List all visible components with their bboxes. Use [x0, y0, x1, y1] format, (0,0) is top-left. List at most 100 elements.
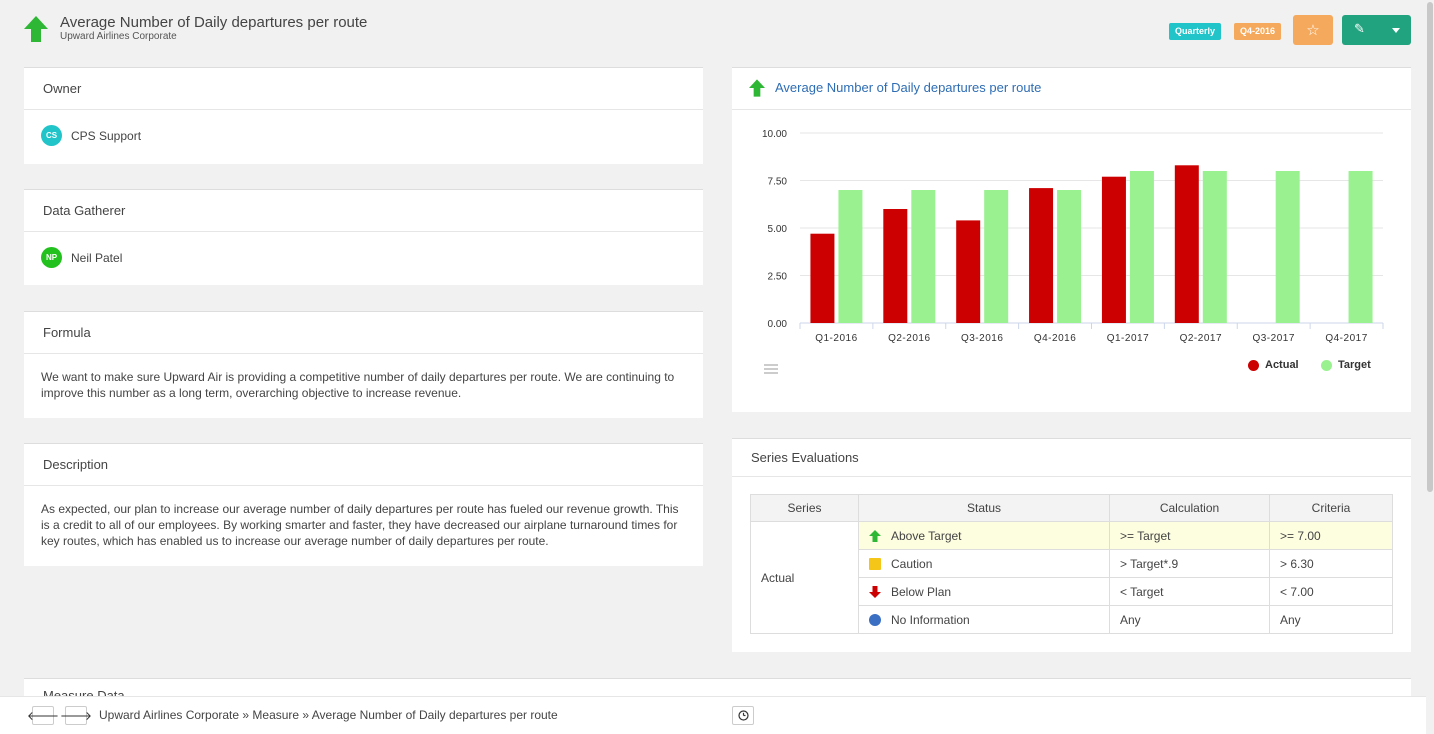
- criteria-cell: > 6.30: [1269, 549, 1393, 578]
- x-tick-label: Q1-2017: [1107, 333, 1149, 344]
- table-row: No Information Any Any: [751, 605, 1393, 634]
- y-tick-label: 10.00: [762, 129, 787, 140]
- favorite-button[interactable]: ☆: [1293, 15, 1333, 45]
- page-subtitle: Upward Airlines Corporate: [60, 31, 177, 42]
- owner-heading: Owner: [24, 68, 703, 110]
- calculation-cell: >= Target: [1109, 521, 1270, 550]
- col-series: Series: [750, 494, 859, 522]
- blue-circle-icon: [869, 614, 881, 627]
- criteria-cell: >= 7.00: [1269, 521, 1393, 550]
- measure-data-heading: Measure Data: [43, 688, 125, 697]
- avatar: CS: [41, 125, 62, 146]
- calculation-cell: Any: [1109, 605, 1270, 634]
- x-tick-label: Q2-2016: [888, 333, 930, 344]
- pencil-icon: ✎: [1354, 21, 1365, 36]
- gatherer-row[interactable]: NP Neil Patel: [41, 247, 122, 268]
- evaluations-table: Series Status Calculation Criteria Actua…: [750, 494, 1393, 634]
- legend-actual-dot: [1248, 359, 1259, 371]
- bar-actual: [956, 220, 981, 323]
- gatherer-heading: Data Gatherer: [24, 190, 703, 232]
- bar-actual: [1029, 188, 1054, 323]
- bar-actual: [810, 233, 835, 323]
- avatar: NP: [41, 247, 62, 268]
- formula-heading: Formula: [24, 312, 703, 354]
- green-up-arrow-icon: [869, 530, 881, 543]
- formula-panel: Formula We want to make sure Upward Air …: [24, 311, 703, 418]
- back-button[interactable]: 🡐: [27, 706, 59, 725]
- chart-menu-icon[interactable]: [764, 364, 778, 376]
- description-heading: Description: [24, 444, 703, 486]
- chart-panel: Average Number of Daily departures per r…: [732, 67, 1411, 412]
- y-tick-label: 2.50: [768, 272, 788, 283]
- chart-title[interactable]: Average Number of Daily departures per r…: [775, 80, 1042, 95]
- scrollbar[interactable]: [1426, 0, 1434, 734]
- table-row: Below Plan < Target < 7.00: [751, 577, 1393, 606]
- bar-actual: [1101, 176, 1126, 323]
- bar-target: [1202, 171, 1227, 323]
- criteria-cell: Any: [1269, 605, 1393, 634]
- x-tick-label: Q3-2017: [1252, 333, 1294, 344]
- formula-text: We want to make sure Upward Air is provi…: [41, 370, 675, 400]
- status-cell: No Information: [858, 605, 1110, 634]
- up-arrow-icon: [24, 16, 48, 42]
- y-tick-label: 0.00: [768, 319, 788, 330]
- bar-actual: [883, 209, 908, 323]
- forward-button[interactable]: 🡒: [60, 706, 92, 725]
- table-row: Caution > Target*.9 > 6.30: [751, 549, 1393, 578]
- description-panel: Description As expected, our plan to inc…: [24, 443, 703, 566]
- x-tick-label: Q3-2016: [961, 333, 1003, 344]
- col-status: Status: [858, 494, 1110, 522]
- yellow-square-icon: [869, 558, 881, 571]
- chevron-down-icon[interactable]: [1392, 28, 1400, 33]
- status-cell: Below Plan: [858, 577, 1110, 606]
- scrollbar-thumb[interactable]: [1427, 2, 1433, 492]
- calculation-cell: > Target*.9: [1109, 549, 1270, 578]
- bar-target: [838, 190, 863, 323]
- bar-target: [911, 190, 936, 323]
- col-criteria: Criteria: [1269, 494, 1393, 522]
- col-calculation: Calculation: [1109, 494, 1270, 522]
- owner-row[interactable]: CS CPS Support: [41, 125, 141, 146]
- x-tick-label: Q1-2016: [815, 333, 857, 344]
- bar-chart: 0.00 2.50 5.00 7.50 10.00 Q1-2016 Q2-2016 Q3-20…: [762, 129, 1384, 344]
- bar-target: [1129, 171, 1154, 323]
- description-text: As expected, our plan to increase our av…: [41, 502, 679, 548]
- x-tick-label: Q4-2016: [1034, 333, 1076, 344]
- bar-actual: [1174, 165, 1199, 323]
- evaluations-heading: Series Evaluations: [732, 439, 1411, 477]
- bar-target: [1057, 190, 1082, 323]
- header-bar: Average Number of Daily departures per r…: [0, 0, 1434, 58]
- legend-target-label: Target: [1338, 359, 1371, 371]
- series-name: Actual: [750, 521, 859, 634]
- legend-target[interactable]: Target: [1321, 359, 1371, 371]
- breadcrumb[interactable]: Upward Airlines Corporate » Measure » Av…: [99, 708, 558, 722]
- owner-name: CPS Support: [71, 128, 142, 143]
- clock-icon: [737, 710, 749, 721]
- bar-target: [984, 190, 1009, 323]
- status-cell: Above Target: [858, 521, 1110, 550]
- arrow-left-icon: 🡐: [26, 709, 60, 723]
- bar-target: [1275, 171, 1300, 323]
- table-row: Actual Above Target >= Target >= 7.00: [750, 521, 1393, 634]
- evaluations-panel: Series Evaluations Series Status Calcula…: [732, 438, 1411, 652]
- owner-panel: Owner CS CPS Support: [24, 67, 703, 164]
- history-button[interactable]: [732, 706, 754, 725]
- edit-button[interactable]: ✎: [1342, 15, 1411, 45]
- bar-target: [1348, 171, 1373, 323]
- period-type-badge[interactable]: Quarterly: [1169, 23, 1222, 40]
- page-title: Average Number of Daily departures per r…: [60, 14, 368, 31]
- legend-actual[interactable]: Actual: [1248, 359, 1299, 371]
- arrow-right-icon: 🡒: [59, 709, 93, 723]
- x-tick-label: Q2-2017: [1180, 333, 1222, 344]
- red-down-arrow-icon: [869, 586, 881, 599]
- measure-data-panel: Measure Data: [24, 678, 1411, 698]
- legend-actual-label: Actual: [1265, 359, 1299, 371]
- y-tick-label: 5.00: [768, 224, 788, 235]
- gatherer-panel: Data Gatherer NP Neil Patel: [24, 189, 703, 285]
- footer-bar: 🡐 🡒 Upward Airlines Corporate » Measure …: [0, 696, 1434, 734]
- period-badge[interactable]: Q4-2016: [1234, 23, 1282, 40]
- legend-target-dot: [1321, 359, 1332, 371]
- status-cell: Caution: [858, 549, 1110, 578]
- criteria-cell: < 7.00: [1269, 577, 1393, 606]
- star-icon: ☆: [1306, 22, 1320, 39]
